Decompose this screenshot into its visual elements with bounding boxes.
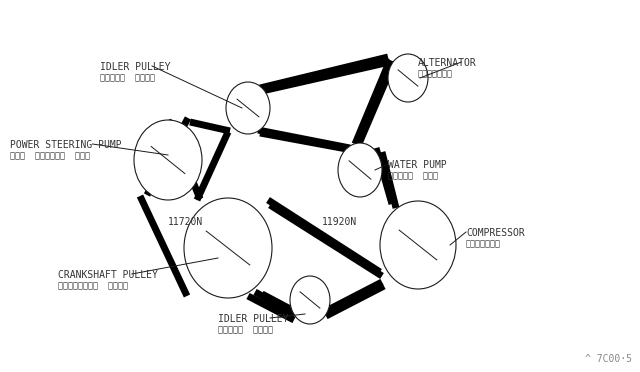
Text: ^ 7C00·5: ^ 7C00·5 <box>585 354 632 364</box>
Text: IDLER PULLEY: IDLER PULLEY <box>100 62 170 72</box>
Text: 11720N: 11720N <box>168 217 204 227</box>
Ellipse shape <box>338 143 382 197</box>
Ellipse shape <box>380 201 456 289</box>
Text: アイドラー  プーリー: アイドラー プーリー <box>218 325 273 334</box>
Text: POWER STEERING PUMP: POWER STEERING PUMP <box>10 140 122 150</box>
Ellipse shape <box>226 82 270 134</box>
Text: WATER PUMP: WATER PUMP <box>388 160 447 170</box>
Text: コンプレッサー: コンプレッサー <box>466 239 501 248</box>
Text: パワー  ステアリング  ポンプ: パワー ステアリング ポンプ <box>10 151 90 160</box>
Text: ALTERNATOR: ALTERNATOR <box>418 58 477 68</box>
Ellipse shape <box>184 198 272 298</box>
Text: 11920N: 11920N <box>322 217 357 227</box>
Text: IDLER PULLEY: IDLER PULLEY <box>218 314 289 324</box>
Text: アイドラー  プーリー: アイドラー プーリー <box>100 73 155 82</box>
Ellipse shape <box>290 276 330 324</box>
Text: COMPRESSOR: COMPRESSOR <box>466 228 525 238</box>
Text: CRANKSHAFT PULLEY: CRANKSHAFT PULLEY <box>58 270 158 280</box>
Ellipse shape <box>134 120 202 200</box>
Text: ウォーター  ポンプ: ウォーター ポンプ <box>388 171 438 180</box>
Ellipse shape <box>388 54 428 102</box>
Text: クランクシャフト  プーリー: クランクシャフト プーリー <box>58 281 128 290</box>
Text: オルタネーター: オルタネーター <box>418 69 453 78</box>
